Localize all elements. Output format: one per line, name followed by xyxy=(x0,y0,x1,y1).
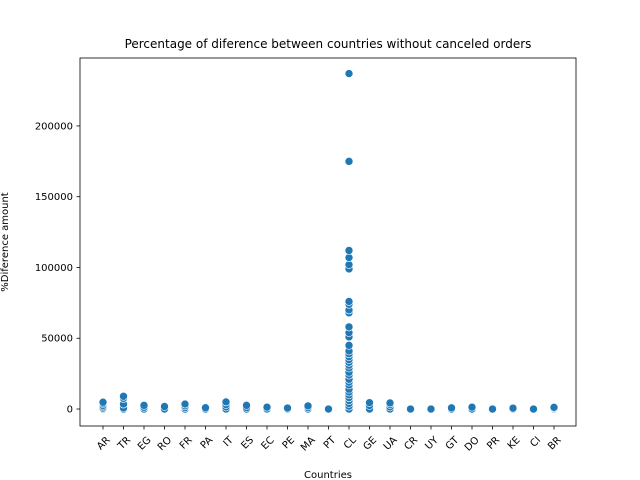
data-point xyxy=(180,399,190,409)
x-tick-label: PE xyxy=(281,435,298,452)
x-tick-label: PA xyxy=(199,435,216,452)
plot-frame xyxy=(79,57,577,427)
x-tick-label: PR xyxy=(485,435,502,452)
data-point xyxy=(242,401,251,410)
y-tick-label: 200000 xyxy=(35,121,73,132)
x-tick-label: UY xyxy=(423,434,441,452)
x-tick-label: EG xyxy=(136,435,154,453)
x-tick-label: BR xyxy=(546,435,564,453)
x-axis: AR TR EG RO FR PA IT ES EC PE MA PT CL GE UA CR UY GT DO PR… xyxy=(95,426,564,454)
data-point xyxy=(160,402,169,411)
x-tick-label: MA xyxy=(299,435,318,454)
data-point xyxy=(344,157,354,166)
x-tick-label: UA xyxy=(382,435,400,453)
data-point xyxy=(488,404,497,414)
x-tick-label: DO xyxy=(463,435,482,454)
x-tick-label: KE xyxy=(506,435,523,452)
data-point xyxy=(303,401,313,411)
x-tick-label: CI xyxy=(528,435,543,450)
data-point xyxy=(344,322,354,332)
data-point xyxy=(324,404,333,414)
x-tick-label: GE xyxy=(361,435,379,453)
data-point xyxy=(201,403,210,413)
data-point xyxy=(221,397,231,407)
points-layer xyxy=(98,69,559,414)
x-tick-label: AR xyxy=(95,435,113,453)
data-point xyxy=(508,403,518,413)
x-tick-label: RO xyxy=(156,435,174,453)
data-point xyxy=(385,398,395,408)
x-tick-label: IT xyxy=(221,434,236,449)
data-point xyxy=(283,403,292,413)
data-point xyxy=(344,246,354,255)
x-tick-label: EC xyxy=(259,435,276,452)
data-point xyxy=(98,397,108,407)
data-point xyxy=(344,341,354,350)
data-point xyxy=(344,69,354,78)
x-tick-label: CL xyxy=(342,435,359,452)
data-point xyxy=(344,297,354,306)
y-tick-label: 150000 xyxy=(35,192,73,203)
data-point xyxy=(549,403,559,412)
y-axis-label: %Diference amount xyxy=(0,192,11,292)
data-point xyxy=(406,404,415,414)
data-point xyxy=(139,401,149,410)
data-point xyxy=(426,404,436,414)
data-point xyxy=(529,404,538,414)
chart-title: Percentage of diference between countrie… xyxy=(125,37,532,51)
y-tick-label: 50000 xyxy=(41,334,73,345)
data-point xyxy=(262,402,272,412)
x-axis-label: Countries xyxy=(304,470,352,480)
y-tick-label: 100000 xyxy=(35,263,73,274)
data-point xyxy=(467,402,477,412)
y-tick-label: 0 xyxy=(67,405,73,416)
data-point xyxy=(119,391,128,401)
data-point xyxy=(365,398,374,407)
x-tick-label: PT xyxy=(322,434,339,451)
x-tick-label: FR xyxy=(178,435,195,452)
y-axis: 0 50000 100000 150000 200000 xyxy=(35,121,80,416)
x-tick-label: GT xyxy=(444,434,462,452)
x-tick-label: ES xyxy=(239,435,256,452)
x-tick-label: CR xyxy=(403,435,421,453)
data-point xyxy=(447,403,456,413)
x-tick-label: TR xyxy=(115,435,133,453)
